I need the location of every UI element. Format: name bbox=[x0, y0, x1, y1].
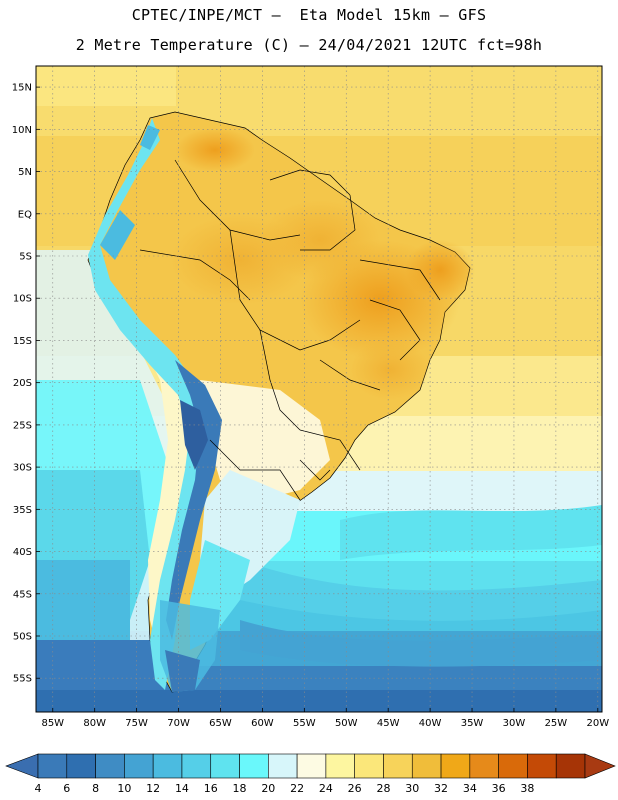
lat-label: 45S bbox=[13, 589, 32, 600]
colorbar-label: 8 bbox=[92, 782, 99, 795]
lon-label: 25W bbox=[545, 718, 568, 729]
lat-label: 15N bbox=[12, 83, 32, 94]
lat-label: 5N bbox=[18, 167, 32, 178]
colorbar-swatch bbox=[296, 753, 327, 779]
lon-label: 45W bbox=[377, 718, 400, 729]
lon-label: 60W bbox=[251, 718, 274, 729]
colorbar-label: 34 bbox=[463, 782, 477, 795]
lat-label: 35S bbox=[13, 505, 32, 516]
colorbar-label: 6 bbox=[63, 782, 70, 795]
colorbar-swatch bbox=[411, 753, 442, 779]
colorbar-label: 10 bbox=[117, 782, 131, 795]
colorbar-label: 32 bbox=[434, 782, 448, 795]
colorbar-label: 26 bbox=[348, 782, 362, 795]
colorbar-swatch bbox=[555, 753, 586, 779]
lat-label: 10N bbox=[12, 125, 32, 136]
colorbar-label: 36 bbox=[492, 782, 506, 795]
lat-label: 10S bbox=[13, 294, 32, 305]
map-title-line1: CPTEC/INPE/MCT – Eta Model 15km – GFS bbox=[131, 6, 487, 24]
colorbar-label: 16 bbox=[204, 782, 218, 795]
lon-label: 80W bbox=[83, 718, 106, 729]
lat-label: 5S bbox=[19, 252, 32, 263]
colorbar-swatch bbox=[383, 753, 413, 779]
colorbar-over-arrow bbox=[584, 753, 616, 779]
colorbar-swatch bbox=[66, 753, 96, 779]
colorbar-swatch bbox=[325, 753, 355, 779]
lon-label: 50W bbox=[335, 718, 358, 729]
lat-label: 55S bbox=[13, 674, 32, 685]
colorbar-under-arrow bbox=[5, 753, 39, 779]
map-frame bbox=[35, 65, 603, 713]
colorbar-swatch bbox=[95, 753, 125, 779]
colorbar-label: 12 bbox=[146, 782, 160, 795]
colorbar-label: 38 bbox=[520, 782, 534, 795]
colorbar-label: 14 bbox=[175, 782, 189, 795]
colorbar-label: 24 bbox=[319, 782, 333, 795]
latitude-labels: 15N 10N 5N EQ 5S 10S 15S 20S 25S 30S 35S 40S 45S 50S 5… bbox=[12, 83, 40, 685]
lat-label: 30S bbox=[13, 463, 32, 474]
lat-label: 20S bbox=[13, 378, 32, 389]
lat-label: 50S bbox=[13, 632, 32, 643]
lat-label: EQ bbox=[18, 209, 32, 220]
lon-label: 20W bbox=[586, 718, 609, 729]
colorbar-label: 28 bbox=[376, 782, 390, 795]
colorbar-label: 20 bbox=[261, 782, 275, 795]
colorbar-swatch bbox=[37, 753, 68, 779]
lon-label: 55W bbox=[293, 718, 316, 729]
colorbar-swatch bbox=[181, 753, 212, 779]
colorbar-swatch bbox=[152, 753, 183, 779]
temperature-colorbar: 4 6 8 10 12 14 16 18 20 22 24 26 28 30 32 34 36 38 bbox=[5, 753, 616, 795]
colorbar-label: 22 bbox=[290, 782, 304, 795]
lon-label: 65W bbox=[209, 718, 232, 729]
colorbar-swatch bbox=[527, 753, 557, 779]
lon-label: 40W bbox=[419, 718, 442, 729]
colorbar-swatch bbox=[354, 753, 384, 779]
colorbar-swatch bbox=[239, 753, 269, 779]
lon-label: 85W bbox=[41, 718, 64, 729]
colorbar-label: 30 bbox=[405, 782, 419, 795]
lon-label: 35W bbox=[461, 718, 484, 729]
map-title-line2: 2 Metre Temperature (C) – 24/04/2021 12U… bbox=[75, 36, 543, 54]
lon-label: 75W bbox=[125, 718, 148, 729]
colorbar-swatch bbox=[124, 753, 154, 779]
lon-label: 30W bbox=[503, 718, 526, 729]
colorbar-label: 18 bbox=[233, 782, 247, 795]
colorbar-label: 4 bbox=[35, 782, 42, 795]
lat-label: 15S bbox=[13, 336, 32, 347]
colorbar-swatch bbox=[498, 753, 528, 779]
lat-label: 40S bbox=[13, 547, 32, 558]
longitude-labels: 85W 80W 75W 70W 65W 60W 55W 50W 45W 40W 35W 30W 25W 2… bbox=[41, 708, 609, 729]
colorbar-swatch bbox=[469, 753, 499, 779]
country-borders bbox=[139, 159, 441, 501]
lat-label: 25S bbox=[13, 420, 32, 431]
colorbar-swatch bbox=[268, 753, 298, 779]
colorbar-swatch bbox=[210, 753, 240, 779]
lon-label: 70W bbox=[167, 718, 190, 729]
colorbar-swatch bbox=[440, 753, 471, 779]
